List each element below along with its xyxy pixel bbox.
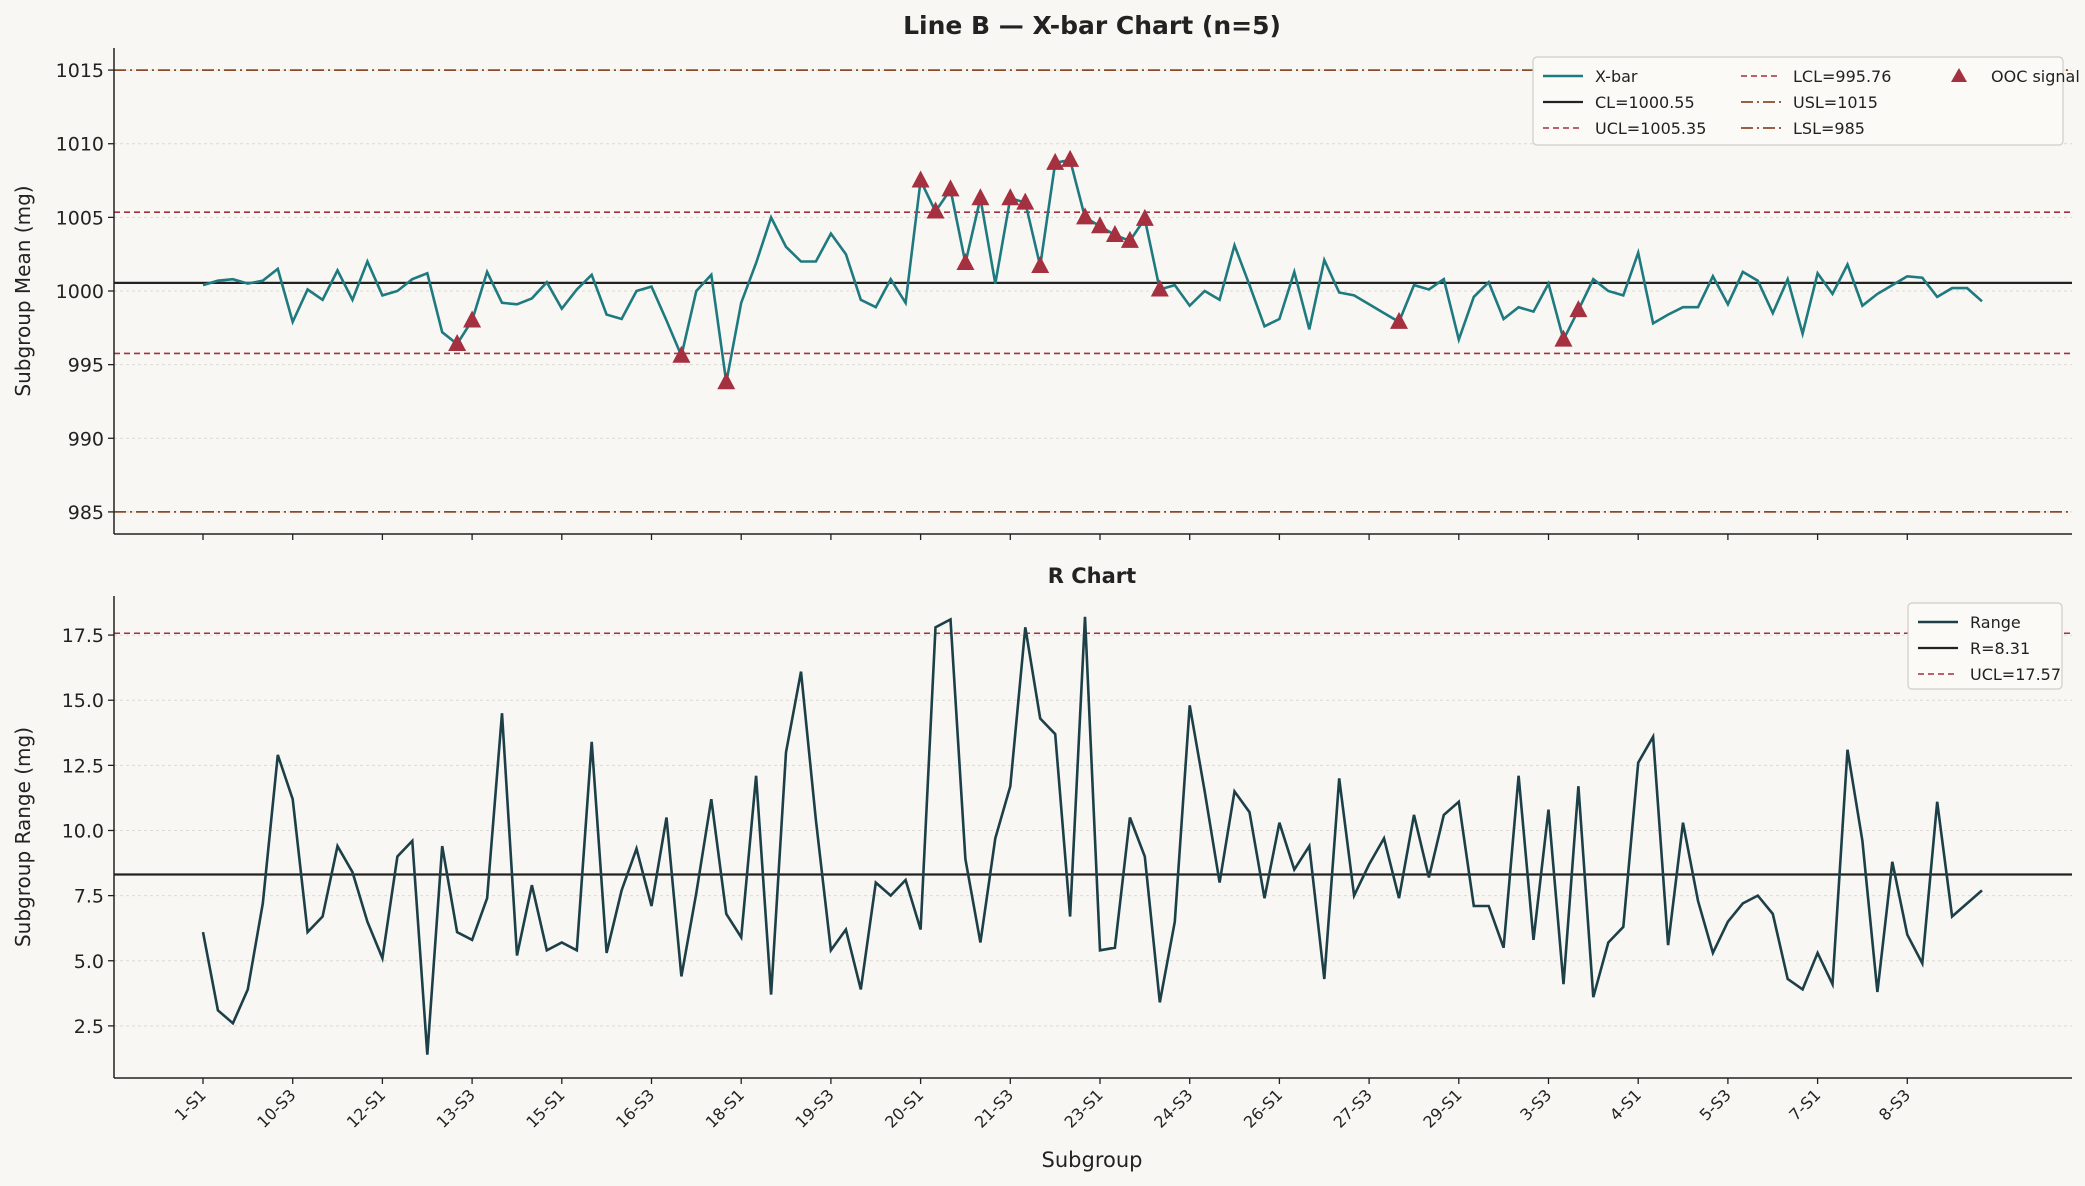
xbar-series-line — [202, 158, 1983, 383]
legend-label: OOC signal — [1991, 67, 2080, 86]
x-tick-label: 4-S1 — [1606, 1085, 1645, 1124]
x-tick-label: 16-S3 — [612, 1085, 658, 1131]
ooc-marker — [1390, 311, 1408, 329]
ooc-marker — [1001, 188, 1020, 206]
ooc-marker — [1105, 225, 1124, 243]
x-tick-label: 15-S1 — [522, 1085, 568, 1131]
y-tick-label: 990 — [68, 428, 104, 450]
legend-frame — [1532, 56, 2064, 146]
y-tick-label: 1000 — [56, 281, 104, 303]
r-chart-title: R Chart — [1048, 564, 1136, 588]
legend-label: CL=1000.55 — [1595, 93, 1695, 112]
range-limit-lines — [114, 632, 2072, 876]
legend-label: LCL=995.76 — [1793, 67, 1891, 86]
ooc-marker — [1554, 329, 1573, 347]
ooc-marker — [1061, 149, 1080, 167]
y-tick-label: 1015 — [56, 60, 104, 82]
x-tick-label: 3-S3 — [1516, 1085, 1555, 1124]
ooc-marker — [1031, 255, 1050, 273]
ooc-marker — [941, 179, 960, 197]
legend-marker — [1951, 68, 1967, 82]
x-tick-label: 5-S3 — [1696, 1085, 1735, 1124]
xbar-panel: 985 990 995 1000 1005 1010 1015 Subgroup Mean … — [11, 48, 2080, 540]
x-tick-label: 18-S1 — [702, 1085, 748, 1131]
ooc-marker — [926, 201, 945, 219]
legend-label: Range — [1970, 613, 2021, 632]
x-tick-label: 20-S1 — [881, 1085, 927, 1131]
x-tick-label: 21-S3 — [971, 1085, 1017, 1131]
range-y-tick-labels: 2.5 5.0 7.5 10.0 12.5 15.0 17.5 — [62, 625, 114, 1038]
ooc-marker — [1046, 152, 1065, 170]
ooc-marker — [971, 188, 990, 206]
figure-title: Line B — X-bar Chart (n=5) — [903, 11, 1281, 40]
ooc-marker — [448, 334, 467, 352]
y-tick-label: 1010 — [56, 134, 104, 156]
legend-label: UCL=17.57 — [1970, 665, 2061, 684]
range-y-axis-label: Subgroup Range (mg) — [11, 727, 35, 947]
range-axes — [113, 596, 2072, 1079]
legend-label: R=8.31 — [1970, 639, 2030, 658]
xbar-y-tick-labels: 985 990 995 1000 1005 1010 1015 — [56, 60, 114, 524]
y-tick-label: 2.5 — [74, 1016, 104, 1038]
x-tick-label: 19-S3 — [791, 1085, 837, 1131]
x-tick-label: 13-S3 — [433, 1085, 479, 1131]
xbar-legend: X-bar CL=1000.55 UCL=1005.35 LCL=995.76 USL=… — [1532, 56, 2080, 146]
x-tick-label: 12-S1 — [343, 1085, 389, 1131]
y-tick-label: 5.0 — [74, 951, 104, 973]
x-tick-label: 7-S1 — [1785, 1085, 1824, 1124]
ooc-marker — [1091, 216, 1109, 234]
ooc-marker — [1076, 207, 1095, 225]
x-tick-labels: 1-S1 10-S3 12-S1 13-S3 15-S1 16-S3 18-S1 19-S3 2… — [171, 1078, 1914, 1132]
ooc-marker — [911, 170, 930, 188]
y-tick-label: 15.0 — [62, 690, 104, 712]
y-tick-label: 1005 — [56, 207, 104, 229]
range-series-line — [201, 616, 1983, 1055]
range-panel: R Chart 2.5 5.0 7.5 10.0 12.5 15.0 17.5 Subgro… — [11, 564, 2072, 1132]
ooc-marker — [672, 345, 691, 363]
range-legend: Range R=8.31 UCL=17.57 — [1907, 602, 2063, 690]
ooc-markers — [448, 149, 1588, 390]
ooc-marker — [1150, 279, 1169, 297]
x-tick-label: 27-S3 — [1330, 1085, 1376, 1131]
legend-label: USL=1015 — [1793, 93, 1878, 112]
legend-label: UCL=1005.35 — [1595, 119, 1706, 138]
ooc-marker — [1569, 300, 1588, 318]
ooc-marker — [1016, 192, 1035, 210]
ooc-marker — [1135, 208, 1154, 226]
y-tick-label: 12.5 — [62, 755, 104, 777]
y-tick-label: 17.5 — [62, 625, 104, 647]
x-tick-label: 8-S3 — [1875, 1085, 1914, 1124]
y-tick-label: 10.0 — [62, 820, 104, 842]
ooc-marker — [463, 310, 482, 328]
x-tick-label: 10-S3 — [253, 1085, 299, 1131]
x-axis-label: Subgroup — [1042, 1148, 1143, 1172]
legend-label: LSL=985 — [1793, 119, 1865, 138]
ooc-marker — [1120, 230, 1139, 248]
range-gridlines — [114, 634, 2072, 1027]
x-tick-label: 24-S3 — [1150, 1085, 1196, 1131]
y-tick-label: 7.5 — [74, 886, 104, 908]
y-tick-label: 985 — [68, 502, 104, 524]
y-tick-label: 995 — [68, 355, 104, 377]
ooc-marker — [956, 253, 975, 271]
xbar-y-axis-label: Subgroup Mean (mg) — [11, 185, 35, 396]
ooc-marker — [717, 372, 736, 390]
x-tick-label: 29-S1 — [1419, 1085, 1465, 1131]
x-tick-label: 23-S1 — [1061, 1085, 1107, 1131]
legend-frame — [1907, 602, 2063, 690]
legend-label: X-bar — [1595, 67, 1638, 86]
x-tick-label: 26-S1 — [1240, 1085, 1286, 1131]
x-tick-label: 1-S1 — [171, 1085, 210, 1124]
